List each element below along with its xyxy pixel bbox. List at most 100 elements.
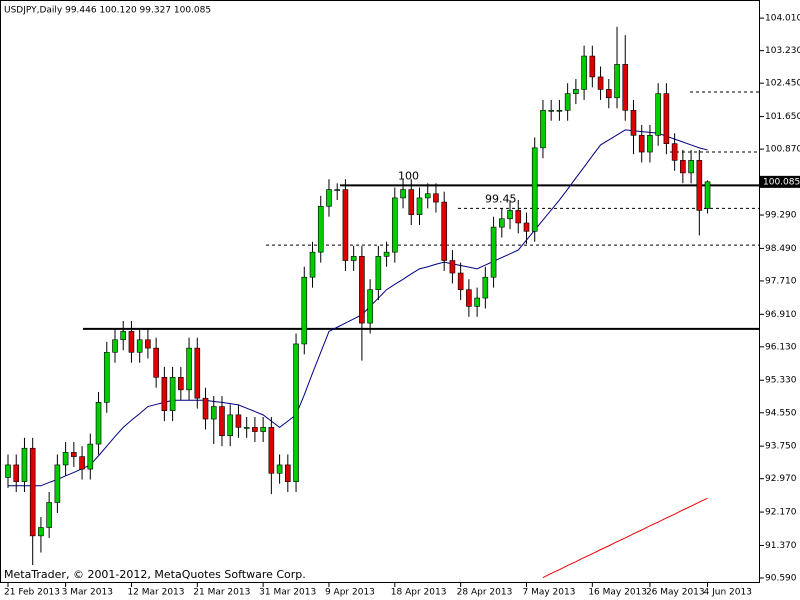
candle-body xyxy=(622,64,629,111)
x-tick-label: 18 Apr 2013 xyxy=(391,588,447,598)
candle xyxy=(317,195,324,263)
candle xyxy=(309,241,316,288)
candle xyxy=(507,200,513,230)
candle-body xyxy=(441,201,447,261)
candle xyxy=(178,366,184,401)
y-tick-label: 98.490 xyxy=(765,244,797,254)
candle-body xyxy=(219,406,225,437)
chart-title: USDJPY,Daily 99.446 100.120 99.327 100.0… xyxy=(4,6,211,16)
candle-body xyxy=(408,189,415,215)
x-tick-label: 9 Apr 2013 xyxy=(325,588,375,598)
candle-body xyxy=(605,89,612,99)
candle xyxy=(120,320,127,351)
candle-body xyxy=(317,205,324,253)
candle xyxy=(696,149,703,236)
footer: MetaTrader, © 2001-2012, MetaQuotes Soft… xyxy=(4,568,306,581)
y-tick-label: 102.450 xyxy=(765,79,800,89)
candle-body xyxy=(474,297,480,307)
candle-body xyxy=(202,397,209,420)
candle xyxy=(614,26,620,109)
candle-body xyxy=(169,377,176,411)
candle-body xyxy=(482,276,489,299)
x-tick-label: 21 Mar 2013 xyxy=(193,588,250,598)
candle xyxy=(482,266,489,309)
candle-body xyxy=(498,218,505,228)
candle xyxy=(342,179,349,271)
current-price-box xyxy=(760,175,800,188)
candle xyxy=(490,216,497,288)
y-tick-label: 91.370 xyxy=(765,541,797,551)
candle-body xyxy=(449,260,456,274)
candle-body xyxy=(276,464,283,474)
candle xyxy=(334,183,341,201)
candle xyxy=(671,133,678,171)
candle-body xyxy=(13,464,20,482)
candle-body xyxy=(227,414,234,437)
candle xyxy=(301,266,308,355)
candle xyxy=(79,446,85,480)
candle xyxy=(13,454,20,493)
candle xyxy=(95,391,102,455)
candle xyxy=(252,416,258,442)
candle-body xyxy=(46,502,52,528)
candle-body xyxy=(178,377,184,391)
candle-body xyxy=(680,160,686,174)
candle-body xyxy=(161,377,168,411)
candle-body xyxy=(383,251,390,257)
y-tick-label: 93.750 xyxy=(765,442,797,452)
y-tick-label: 92.170 xyxy=(765,508,797,518)
candle-body xyxy=(589,55,596,78)
candle xyxy=(62,441,69,476)
x-tick-label: 12 Mar 2013 xyxy=(127,588,184,598)
candle xyxy=(449,250,456,284)
candle-body xyxy=(490,226,497,278)
candle-body xyxy=(392,197,398,253)
candle-body xyxy=(671,143,678,161)
candle xyxy=(268,416,275,495)
candle xyxy=(688,149,694,184)
candle-body xyxy=(540,110,546,149)
candle-body xyxy=(696,160,703,211)
y-tick-label: 103.230 xyxy=(765,46,800,56)
x-tick-label: 31 Mar 2013 xyxy=(259,588,316,598)
x-tick-label: 28 Apr 2013 xyxy=(457,588,513,598)
candle xyxy=(531,137,538,242)
candle-body xyxy=(704,181,711,209)
candle xyxy=(638,124,645,163)
candle xyxy=(457,262,464,301)
candle xyxy=(87,433,94,480)
moving-average xyxy=(542,497,708,579)
candle-body xyxy=(71,452,77,457)
candle-body xyxy=(564,93,571,111)
candle xyxy=(38,517,44,553)
candle xyxy=(573,79,579,105)
candle-body xyxy=(638,135,645,153)
candle xyxy=(5,454,11,488)
candle xyxy=(29,437,36,566)
candle-body xyxy=(112,339,118,353)
y-tick-label: 97.710 xyxy=(765,276,797,286)
candle-body xyxy=(614,64,620,99)
candle xyxy=(663,83,670,155)
candle xyxy=(21,437,28,493)
candle xyxy=(367,279,373,334)
y-tick-label: 90.590 xyxy=(765,573,797,583)
candle xyxy=(556,99,563,121)
candle-body xyxy=(597,76,604,90)
candle xyxy=(153,337,159,388)
candle xyxy=(293,333,299,493)
candle-body xyxy=(79,456,85,470)
x-tick-label: 26 May 2013 xyxy=(646,588,705,598)
candle-body xyxy=(5,464,11,478)
x-tick-label: 3 Mar 2013 xyxy=(62,588,113,598)
candle xyxy=(219,396,225,447)
candle-body xyxy=(54,464,61,503)
candle xyxy=(622,35,629,121)
candle xyxy=(169,366,176,422)
candle xyxy=(260,416,266,442)
candle xyxy=(498,208,505,238)
candle-body xyxy=(630,110,637,136)
candle xyxy=(186,337,192,401)
candle-body xyxy=(62,452,69,466)
